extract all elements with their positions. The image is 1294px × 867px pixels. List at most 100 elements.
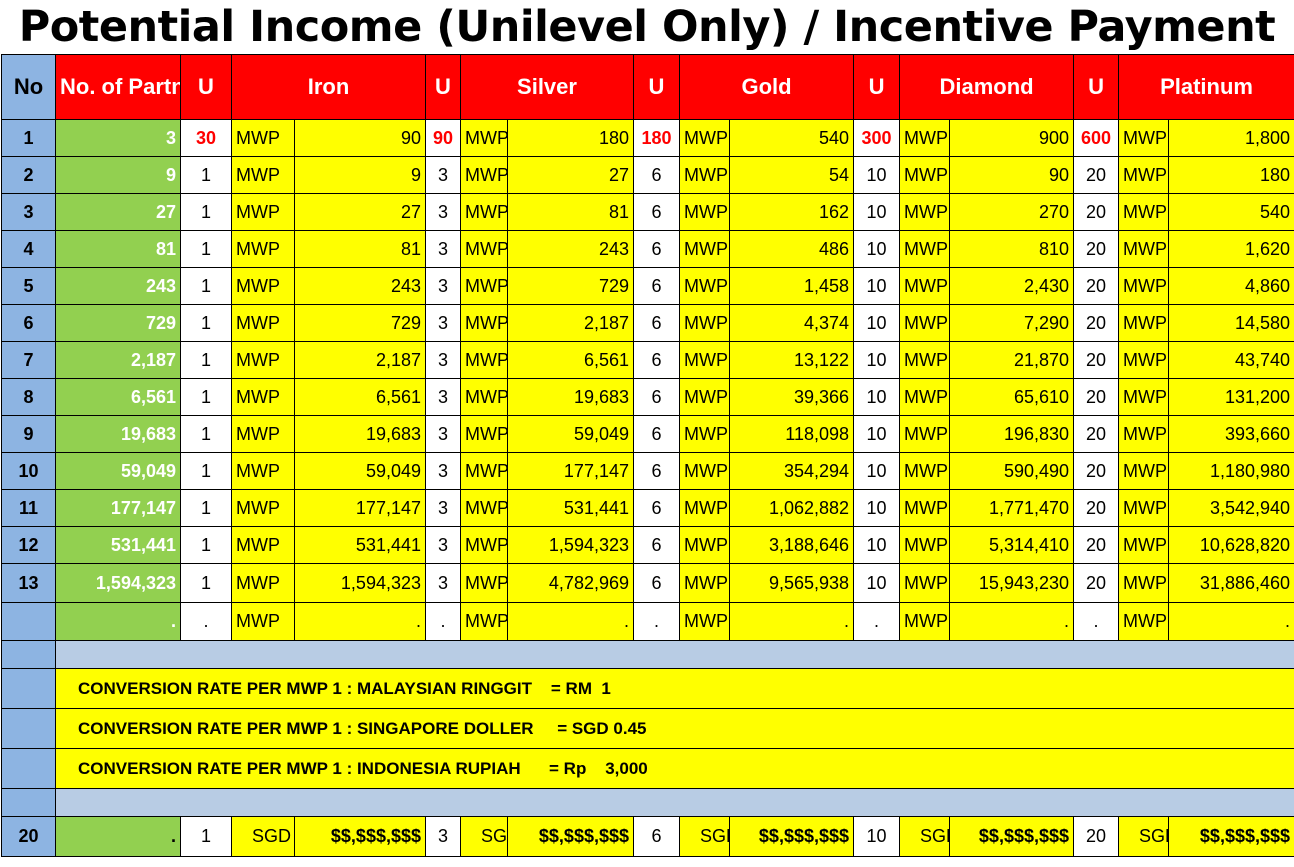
currency-label: MWP [460, 378, 508, 416]
income-value: 1,771,470 [949, 489, 1075, 527]
income-value: 1,062,882 [728, 489, 855, 527]
income-value: 1,594,323 [507, 526, 634, 564]
currency-label: MWP [460, 526, 508, 564]
row-number: 3 [1, 193, 56, 231]
income-value: 177,147 [507, 452, 634, 490]
u-value: 10 [853, 526, 901, 564]
u-value: 20 [1073, 452, 1120, 490]
u-value: 20 [1073, 304, 1120, 342]
income-value: 59,049 [507, 415, 634, 453]
income-value: 486 [728, 230, 855, 268]
income-value: 180 [507, 119, 634, 157]
currency-label: MWP [1118, 452, 1170, 490]
table-row: 10 59,049 1 MWP 59,049 3 MWP 177,147 6 MWP 354,294… [1, 452, 1294, 490]
currency-label: MWP [899, 267, 951, 305]
income-value: 4,860 [1168, 267, 1294, 305]
row-number [1, 602, 56, 641]
currency-label: MWP [1118, 563, 1170, 603]
partner-count: 59,049 [55, 452, 181, 490]
currency-label: MWP [231, 415, 295, 453]
income-value: 1,620 [1168, 230, 1294, 268]
currency-label: MWP [231, 230, 295, 268]
u-value: 6 [633, 526, 680, 564]
currency-label: MWP [460, 230, 508, 268]
currency-label: MWP [231, 156, 295, 194]
u-value: 10 [853, 193, 901, 231]
income-value: 2,187 [507, 304, 634, 342]
spacer-fill [54, 788, 1294, 817]
header-partner: No. of Partner [55, 54, 181, 120]
header-no: No [1, 54, 56, 120]
partner-count: . [55, 602, 181, 641]
u-value: 20 [1073, 415, 1120, 453]
currency-label: MWP [679, 230, 730, 268]
currency-label: MWP [231, 267, 295, 305]
currency-label: MWP [460, 341, 508, 379]
header-u: U [633, 54, 680, 120]
currency-label: MWP [1118, 304, 1170, 342]
income-value: . [294, 602, 426, 641]
income-value: 59,049 [294, 452, 426, 490]
u-value: 3 [425, 304, 461, 342]
currency-label: MWP [1118, 193, 1170, 231]
currency-label: MWP [231, 563, 295, 603]
income-value: 6,561 [507, 341, 634, 379]
u-value: 20 [1073, 526, 1120, 564]
currency-label: SGD [1118, 816, 1170, 857]
row-number: 2 [1, 156, 56, 194]
income-value: $$,$$$,$$$ [294, 816, 426, 857]
u-value: 3 [425, 230, 461, 268]
partner-count: 81 [55, 230, 181, 268]
income-value: 243 [507, 230, 634, 268]
table-row: 13 1,594,323 1 MWP 1,594,323 3 MWP 4,782,969 6 MW… [1, 563, 1294, 603]
table-row: .. MWP.. MWP.. MWP.. MWP.. MWP. [1, 602, 1294, 641]
currency-label: MWP [899, 563, 951, 603]
u-value: 20 [1073, 816, 1120, 857]
income-value: 5,314,410 [949, 526, 1075, 564]
u-value: 10 [853, 378, 901, 416]
partner-count: 19,683 [55, 415, 181, 453]
currency-label: MWP [679, 489, 730, 527]
currency-label: MWP [460, 415, 508, 453]
header-u: U [180, 54, 232, 120]
u-value: 600 [1073, 119, 1120, 157]
currency-label: MWP [679, 267, 730, 305]
table-row: 6 729 1 MWP 729 3 MWP 2,187 6 MWP 4,374 10 MWP 7,290 2… [1, 304, 1294, 342]
partner-count: 9 [55, 156, 181, 194]
currency-label: SGD [231, 816, 295, 857]
currency-label: MWP [460, 563, 508, 603]
income-value: 270 [949, 193, 1075, 231]
u-value: 1 [180, 816, 232, 857]
currency-label: MWP [679, 526, 730, 564]
income-value: 540 [728, 119, 855, 157]
u-value: 20 [1073, 489, 1120, 527]
conversion-no [1, 668, 56, 709]
income-value: 19,683 [294, 415, 426, 453]
u-value: 6 [633, 341, 680, 379]
currency-label: MWP [231, 602, 295, 641]
u-value: 30 [180, 119, 232, 157]
conversion-rate-text: CONVERSION RATE PER MWP 1 : MALAYSIAN RI… [54, 668, 1294, 709]
income-value: 180 [1168, 156, 1294, 194]
income-value: 810 [949, 230, 1075, 268]
u-value: 20 [1073, 156, 1120, 194]
currency-label: MWP [899, 304, 951, 342]
conversion-row: CONVERSION RATE PER MWP 1 : MALAYSIAN RI… [1, 668, 1294, 709]
income-value: 729 [294, 304, 426, 342]
currency-label: MWP [899, 341, 951, 379]
row-number: 10 [1, 452, 56, 490]
partner-count: 1,594,323 [55, 563, 181, 603]
table-row: 2 9 1 MWP 9 3 MWP 27 6 MWP 54 10 MWP 90 20 MWP 180 [1, 156, 1294, 194]
currency-label: MWP [460, 119, 508, 157]
u-value: 6 [633, 415, 680, 453]
income-value: 65,610 [949, 378, 1075, 416]
income-value: . [1168, 602, 1294, 641]
currency-label: MWP [899, 230, 951, 268]
u-value: 10 [853, 489, 901, 527]
income-value: 15,943,230 [949, 563, 1075, 603]
u-value: . [425, 602, 461, 641]
income-value: 4,782,969 [507, 563, 634, 603]
table-row: 5 243 1 MWP 243 3 MWP 729 6 MWP 1,458 10 MWP 2,430 20 M… [1, 267, 1294, 305]
income-value: $$,$$$,$$$ [507, 816, 634, 857]
